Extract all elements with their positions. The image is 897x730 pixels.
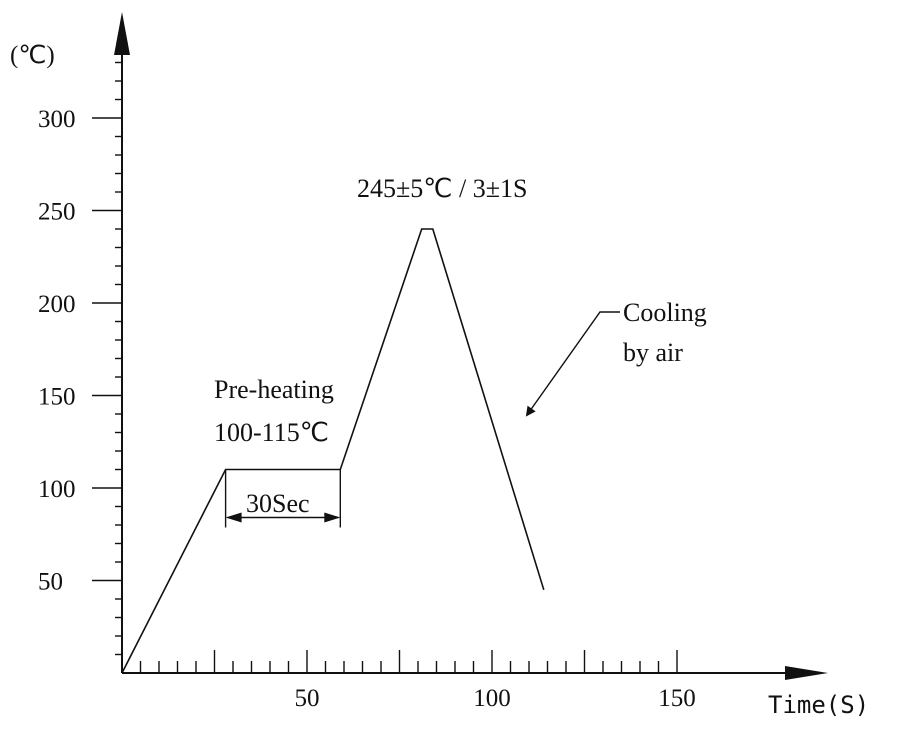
- y-axis-unit-label: (℃): [10, 42, 55, 69]
- x-tick-label: 100: [473, 685, 511, 712]
- y-tick-label: 200: [38, 291, 76, 318]
- x-axis-ticks: [139, 650, 678, 673]
- y-tick-label: 300: [38, 106, 76, 133]
- y-tick-label: 50: [38, 569, 63, 596]
- duration-left-arrowhead: [225, 512, 242, 523]
- y-tick-label: 150: [38, 384, 76, 411]
- x-tick-label: 50: [295, 685, 320, 712]
- cooling-leader-line: [525, 311, 620, 417]
- y-axis-tick-labels: 50 100 150 200 250 300: [38, 106, 76, 596]
- preheat-annotation-line1: Pre-heating: [214, 375, 334, 404]
- x-axis-title: Time(S): [768, 691, 869, 719]
- y-axis-arrowhead: [114, 12, 130, 55]
- y-tick-label: 100: [38, 476, 76, 503]
- peak-annotation: 245±5℃ / 3±1S: [357, 174, 527, 203]
- duration-right-arrowhead: [324, 512, 341, 523]
- duration-label: 30Sec: [246, 489, 310, 518]
- y-tick-label: 250: [38, 199, 76, 226]
- y-axis-ticks: [92, 61, 122, 656]
- x-axis-arrowhead: [785, 666, 828, 680]
- temperature-profile-line: [121, 228, 545, 674]
- preheat-annotation-line2: 100-115℃: [214, 418, 329, 447]
- preheat-duration-dimension: [224, 469, 341, 528]
- cooling-annotation-line2: by air: [623, 338, 683, 367]
- x-axis-tick-labels: 50 100 150: [295, 685, 696, 712]
- x-tick-label: 150: [658, 685, 696, 712]
- cooling-annotation-line1: Cooling: [623, 298, 707, 327]
